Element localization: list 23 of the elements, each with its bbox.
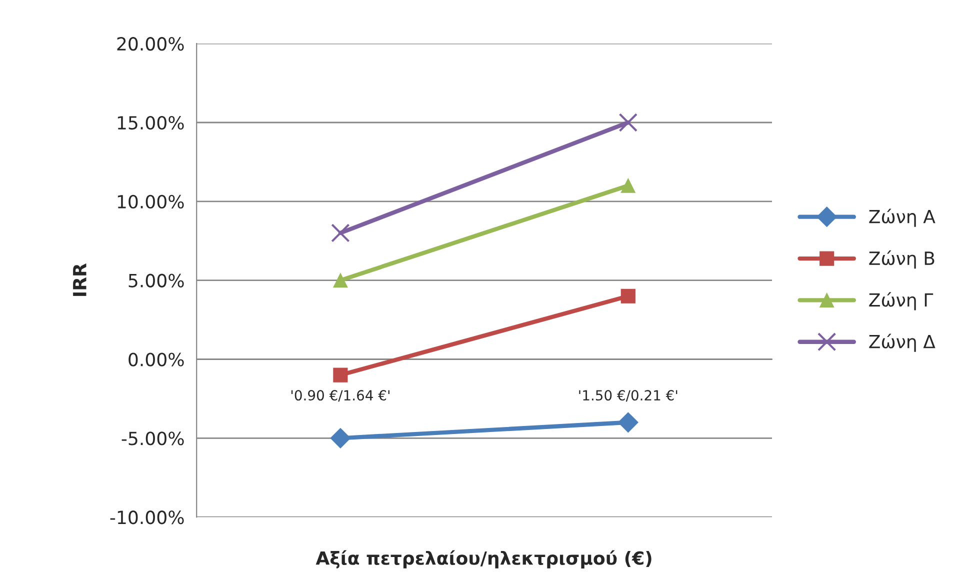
point — [333, 273, 348, 288]
legend-label: Ζώνη Γ — [869, 292, 934, 310]
point — [331, 224, 350, 242]
x-tick-label: '1.50 €/0.21 €' — [579, 390, 678, 402]
y-tick-label: -10.00% — [110, 510, 184, 524]
x-tick-label: '0.90 €/1.64 €' — [291, 390, 390, 402]
point — [620, 178, 636, 193]
y-tick-label: 10.00% — [118, 194, 184, 209]
y-tick-label: 0.00% — [128, 352, 184, 366]
point — [330, 428, 351, 448]
legend-label: Ζώνη Δ — [869, 334, 936, 352]
point — [333, 368, 348, 382]
x-axis-title: Αξία πετρελαίου/ηλεκτρισμού (€) — [316, 550, 652, 568]
legend-label: Ζώνη Β — [869, 250, 934, 269]
y-tick-label: -5.00% — [122, 432, 184, 446]
point — [618, 113, 638, 132]
y-tick-label: 15.00% — [118, 116, 184, 130]
point — [618, 412, 638, 433]
legend-label: Ζώνη Α — [869, 208, 936, 227]
y-tick-label: 5.00% — [128, 274, 184, 288]
point — [620, 288, 636, 304]
y-axis-title: IRR — [73, 263, 86, 296]
y-tick-label: 20.00% — [117, 37, 184, 51]
